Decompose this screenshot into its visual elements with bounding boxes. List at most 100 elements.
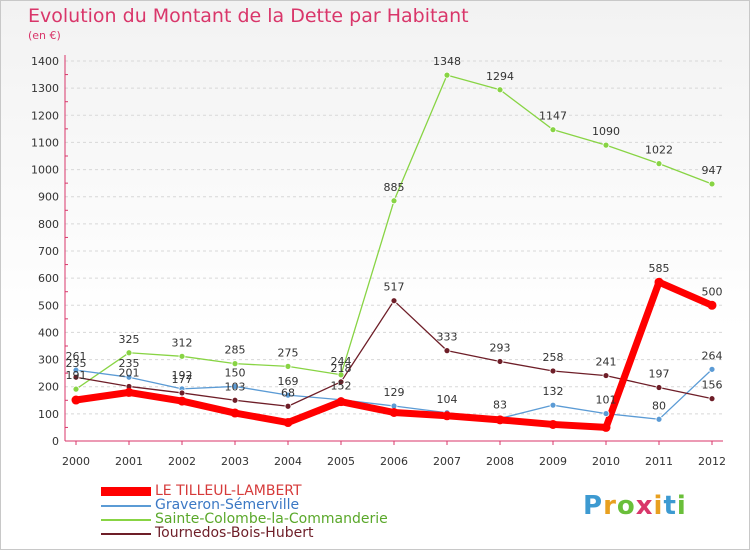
legend-item-tournedos-bois-hubert: Tournedos-Bois-Hubert [101, 525, 421, 541]
data-label: 325 [119, 333, 140, 346]
data-point [284, 402, 292, 410]
data-point [602, 141, 610, 149]
data-point [231, 396, 239, 404]
data-point [390, 197, 398, 205]
x-tick-label: 2002 [168, 455, 196, 468]
x-tick-label: 2012 [698, 455, 726, 468]
data-point [336, 397, 346, 407]
data-label: 1348 [433, 55, 461, 68]
x-tick-label: 2007 [433, 455, 461, 468]
x-tick-label: 2000 [62, 455, 90, 468]
data-label: 197 [649, 368, 670, 381]
x-tick-label: 2010 [592, 455, 620, 468]
legend-label: Sainte-Colombe-la-Commanderie [155, 511, 388, 527]
data-label: 258 [543, 351, 564, 364]
data-point [443, 347, 451, 355]
data-point [231, 360, 239, 368]
data-label: 192 [172, 369, 193, 382]
data-point [548, 419, 558, 429]
legend-swatch [101, 505, 151, 507]
data-point [178, 352, 186, 360]
legend: LE TILLEUL-LAMBERT Graveron-Sémerville S… [101, 483, 421, 541]
data-point [602, 372, 610, 379]
data-label: 333 [437, 331, 458, 344]
data-label: 517 [384, 281, 405, 294]
legend-item-graveron-semerville: Graveron-Sémerville [101, 497, 421, 513]
data-point [496, 358, 504, 365]
x-tick-label: 2011 [645, 455, 673, 468]
data-label: 885 [384, 181, 405, 194]
data-label: 947 [702, 164, 723, 177]
data-point [442, 411, 452, 421]
y-tick-label: 800 [38, 218, 59, 231]
data-label: 312 [172, 336, 193, 349]
data-point [231, 383, 239, 390]
y-tick-label: 600 [38, 272, 59, 285]
legend-label: Tournedos-Bois-Hubert [155, 525, 314, 541]
data-point [389, 408, 399, 417]
data-point [72, 373, 80, 381]
data-label: 585 [649, 262, 670, 275]
data-point [602, 410, 610, 417]
data-label: 1090 [592, 125, 620, 138]
y-tick-label: 200 [38, 381, 59, 394]
data-point [601, 422, 611, 432]
data-label: 1147 [539, 110, 567, 123]
data-label: 218 [331, 362, 352, 375]
y-tick-label: 1000 [31, 164, 59, 177]
data-label: 500 [702, 285, 723, 298]
legend-item-sainte-colombe: Sainte-Colombe-la-Commanderie [101, 511, 421, 527]
legend-item-le-tilleul-lambert: LE TILLEUL-LAMBERT [101, 483, 421, 499]
data-point [655, 384, 663, 391]
data-label: 235 [119, 357, 140, 370]
data-point [284, 362, 292, 370]
data-label: 132 [543, 385, 564, 398]
data-point [283, 418, 293, 428]
data-point [72, 366, 80, 374]
y-tick-label: 500 [38, 299, 59, 312]
y-tick-label: 700 [38, 245, 59, 258]
chart-title: Evolution du Montant de la Dette par Hab… [28, 5, 469, 27]
y-tick-label: 1400 [31, 55, 59, 68]
data-point [337, 378, 345, 386]
data-point [496, 86, 504, 94]
x-tick-label: 2003 [221, 455, 249, 468]
data-point [654, 277, 664, 287]
data-label: 275 [278, 346, 299, 359]
data-point [708, 180, 716, 188]
data-point [707, 300, 717, 310]
data-point [337, 371, 345, 379]
data-point [284, 391, 292, 399]
data-label: 152 [331, 380, 352, 393]
data-label: 1294 [486, 70, 514, 83]
data-point [549, 126, 557, 134]
data-label: 104 [437, 393, 458, 406]
data-point [549, 401, 557, 409]
data-label: 264 [702, 349, 723, 362]
data-point [230, 408, 240, 418]
proxiti-logo: Proxiti [583, 491, 687, 521]
data-point [495, 415, 505, 425]
legend-swatch [101, 519, 151, 521]
data-label: 83 [493, 398, 507, 411]
y-tick-label: 100 [38, 408, 59, 421]
data-point [71, 395, 81, 405]
x-tick-label: 2001 [115, 455, 143, 468]
legend-swatch [101, 533, 151, 535]
x-tick-label: 2009 [539, 455, 567, 468]
data-point [125, 373, 133, 381]
data-point [178, 389, 186, 397]
data-label: 150 [225, 366, 246, 379]
data-label: 103 [225, 380, 246, 393]
y-tick-label: 900 [38, 191, 59, 204]
data-point [708, 365, 716, 373]
data-point [72, 385, 80, 393]
y-tick-label: 1300 [31, 82, 59, 95]
data-label: 241 [596, 356, 617, 369]
data-label: 129 [384, 386, 405, 399]
data-point [708, 395, 716, 403]
data-label: 68 [281, 386, 295, 399]
data-point [390, 297, 398, 305]
